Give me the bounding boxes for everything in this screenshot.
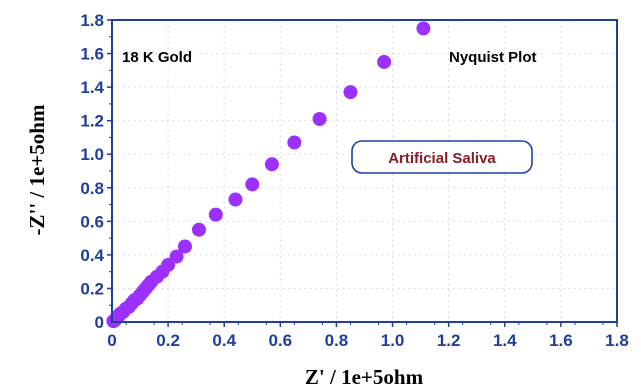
- y-tick-label: 0.8: [80, 179, 104, 198]
- data-point: [177, 239, 192, 254]
- y-tick-label: 1.0: [80, 145, 104, 164]
- y-tick-label: 0.4: [80, 246, 104, 265]
- data-point: [416, 21, 431, 36]
- data-points: [106, 21, 431, 329]
- medium-label-box: [351, 140, 533, 174]
- plot-frame: [111, 19, 618, 323]
- y-tick-label: 1.2: [80, 112, 104, 131]
- y-tick-label: 1.4: [80, 78, 104, 97]
- data-point: [191, 222, 206, 237]
- data-point: [208, 207, 223, 222]
- data-point: [377, 54, 392, 69]
- x-tick-label: 1.6: [549, 331, 573, 350]
- y-tick-label: 0: [95, 313, 104, 332]
- data-point: [287, 135, 302, 150]
- x-axis-title: Z' / 1e+5ohm: [305, 365, 424, 389]
- y-tick-label: 1.8: [80, 11, 104, 30]
- data-point: [264, 157, 279, 172]
- x-tick-label: 1.0: [381, 331, 405, 350]
- axis-ticks: 0 0.2 0.4 0.6 0.8 1.0 1.2 1.4 1.6 1.8 0 0.2 0.4 0.6 0.…: [80, 11, 628, 350]
- x-tick-label: 0.4: [212, 331, 236, 350]
- x-tick-label: 1.8: [605, 331, 629, 350]
- x-tick-label: 0: [107, 331, 116, 350]
- x-tick-label: 1.2: [437, 331, 461, 350]
- data-point: [312, 111, 327, 126]
- data-point: [245, 177, 260, 192]
- x-tick-label: 0.2: [156, 331, 180, 350]
- x-tick-label: 0.6: [269, 331, 293, 350]
- data-point: [343, 85, 358, 100]
- y-tick-label: 1.6: [80, 45, 104, 64]
- data-point: [169, 249, 184, 264]
- data-point: [228, 192, 243, 207]
- annotation-medium: Artificial Saliva: [388, 150, 496, 167]
- annotation-sample: 18 K Gold: [122, 49, 192, 66]
- x-tick-label: 1.4: [493, 331, 517, 350]
- y-axis-title: -Z'' / 1e+5ohm: [25, 104, 49, 235]
- annotation-plot-name: Nyquist Plot: [449, 49, 537, 66]
- y-tick-label: 0.2: [80, 279, 104, 298]
- y-tick-label: 0.6: [80, 212, 104, 231]
- x-tick-label: 0.8: [325, 331, 349, 350]
